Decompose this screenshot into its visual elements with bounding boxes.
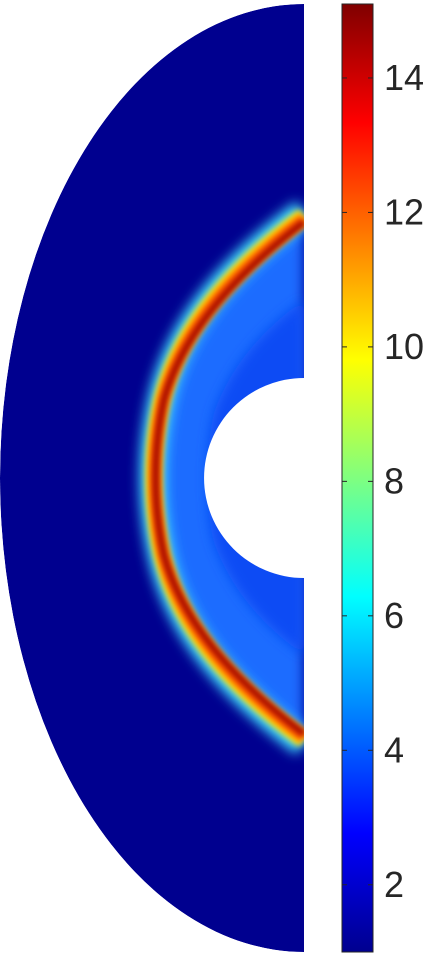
body-cutout (204, 378, 304, 578)
colorbar-tick-label: 8 (384, 460, 404, 501)
colorbar-border (341, 3, 374, 953)
plot-area (0, 4, 304, 952)
shock-core (152, 219, 304, 737)
colorbar: 2 4 6 8 10 12 14 (341, 3, 424, 953)
symmetry-gap (304, 0, 342, 958)
colorbar-bar (342, 4, 373, 952)
colorbar-tick-label: 6 (384, 595, 404, 636)
colorbar-tick-label: 14 (384, 57, 424, 98)
colorbar-tick-label: 2 (384, 864, 404, 905)
colorbar-tick-label: 12 (384, 191, 424, 232)
colorbar-tick-label: 10 (384, 326, 424, 367)
colorbar-ticks: 2 4 6 8 10 12 14 (342, 57, 424, 905)
colorbar-tick-label: 4 (384, 729, 404, 770)
